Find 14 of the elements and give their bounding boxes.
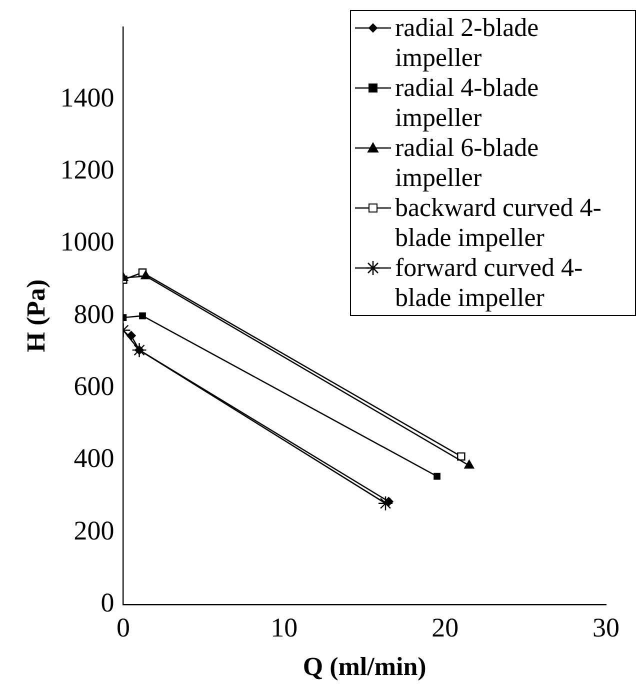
y-tick-label: 200 [74, 515, 114, 546]
y-tick-label: 1200 [60, 154, 114, 185]
y-tick-label: 400 [74, 443, 114, 474]
y-axis-title: H (Pa) [21, 279, 50, 352]
x-tick-label: 20 [432, 612, 459, 643]
y-tick-label: 800 [74, 298, 114, 329]
x-axis-title: Q (ml/min) [302, 652, 426, 682]
legend-label: forward curved 4-blade impeller [395, 253, 584, 313]
x-tick-label: 30 [592, 612, 620, 643]
y-tick-label: 1000 [60, 226, 114, 257]
y-tick-label: 0 [100, 587, 114, 618]
x-tick-label: 10 [270, 612, 298, 643]
y-tick-label: 600 [74, 371, 114, 402]
y-tick-label: 1400 [60, 82, 114, 112]
